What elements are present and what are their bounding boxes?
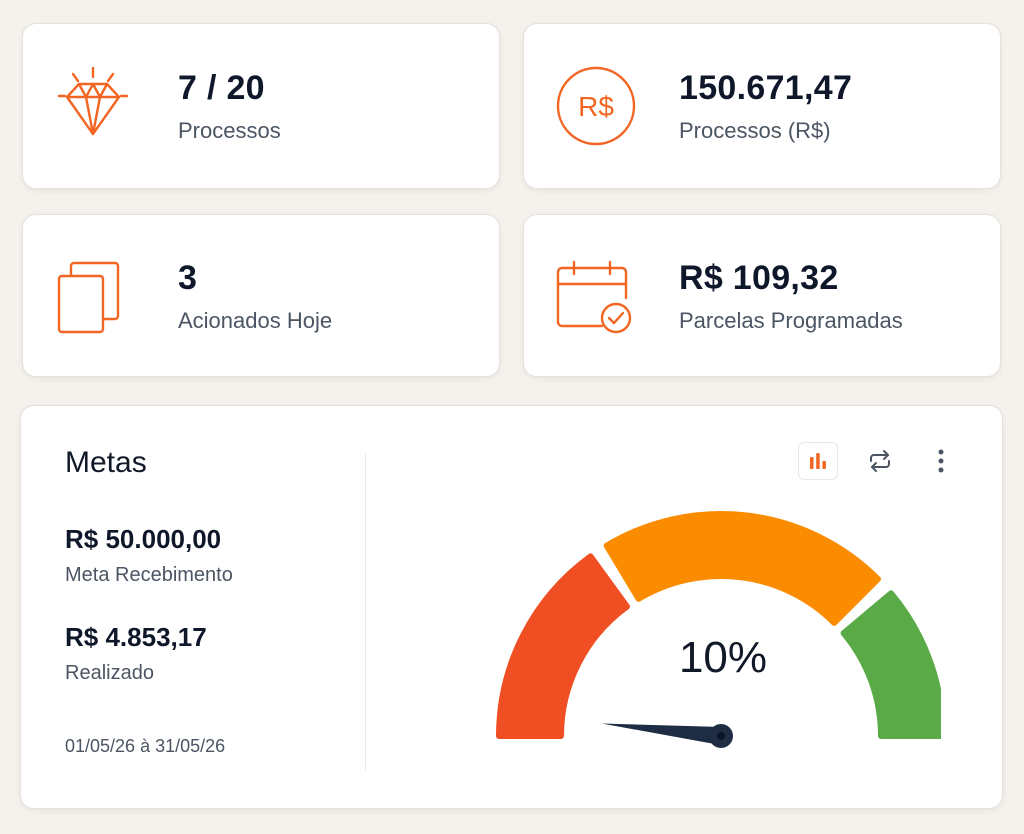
more-vertical-icon [938,449,944,473]
processos-valor-value: 150.671,47 [679,69,853,107]
metas-card: Metas R$ 50.000,00 Meta Recebimento R$ 4… [20,405,1003,809]
chart-view-button[interactable] [798,442,838,480]
diamond-icon [51,64,135,148]
parcelas-value: R$ 109,32 [679,258,839,297]
period-range: 01/05/26 à 31/05/26 [65,736,226,756]
acionados-count: 3 [178,258,198,297]
metas-title: Metas [65,446,147,479]
gauge-segment-low [496,553,630,739]
realizado-label: Realizado [65,662,154,684]
processos-valor-card: R$ 150.671,47 Processos (R$) [523,23,1001,189]
meta-recebimento-value: R$ 50.000,00 [65,524,222,554]
calendar-check-icon [552,254,636,338]
gauge-segment-high [840,590,941,739]
processos-count: 7 / 20 [178,69,265,107]
gauge-percent-label: 10% [679,633,767,682]
goal-gauge: 10% [496,511,941,748]
realizado-value: R$ 4.853,17 [65,622,207,652]
gauge-needle-hub-dot [717,732,725,740]
processos-card: 7 / 20 Processos [22,23,500,189]
gauge-needle [601,723,722,745]
bar-chart-icon [810,453,826,469]
currency-symbol: R$ [578,91,614,122]
processos-label: Processos [178,118,281,143]
divider [365,454,366,770]
swap-icon [870,450,890,472]
copy-pages-icon [51,254,135,338]
currency-real-icon: R$ [552,64,636,148]
parcelas-card: R$ 109,32 Parcelas Programadas [523,214,1001,377]
processos-valor-label: Processos (R$) [679,118,831,143]
parcelas-label: Parcelas Programadas [679,307,903,333]
meta-recebimento-label: Meta Recebimento [65,564,233,586]
gauge-segment-mid [603,511,881,626]
swap-button[interactable] [860,442,900,480]
acionados-label: Acionados Hoje [178,307,333,333]
more-options-button[interactable] [921,442,961,480]
acionados-card: 3 Acionados Hoje [22,214,500,377]
